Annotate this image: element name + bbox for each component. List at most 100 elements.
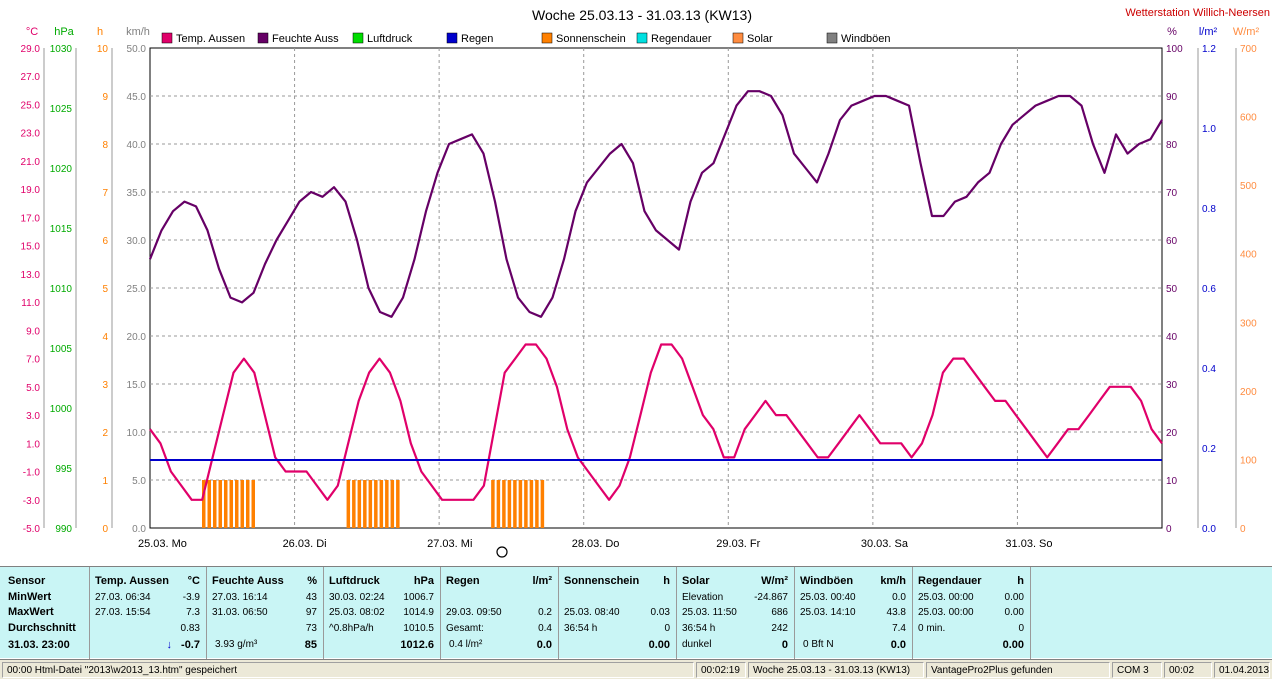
sunshine-bar (535, 480, 539, 528)
solar-cur-label: dunkel (682, 639, 712, 650)
sunshine-bar (218, 480, 222, 528)
tick-wind: 15.0 (127, 380, 147, 391)
solar-elev: -24.867 (754, 592, 788, 603)
solar-current: 0 (781, 639, 788, 651)
temp-unit: °C (187, 575, 200, 587)
wind-max-time: 25.03. 14:10 (800, 607, 856, 618)
tick-wind: 10.0 (127, 428, 147, 439)
tick-rain: 0.4 (1202, 364, 1216, 375)
sunshine-bar (240, 480, 244, 528)
status-saved: 00:00 Html-Datei "2013\w2013_13.htm" ges… (2, 662, 694, 678)
tick-temp: 1.0 (26, 439, 40, 450)
rainh-min: 0.00 (1004, 592, 1024, 603)
tick-solar: 700 (1240, 44, 1257, 55)
x-label: 28.03. Do (572, 538, 620, 550)
tick-press: 1025 (50, 104, 73, 115)
sunshine-bar (379, 480, 384, 528)
tick-wind: 5.0 (132, 476, 146, 487)
tick-press: 1020 (50, 164, 73, 175)
solar-avg: 242 (771, 623, 788, 634)
temp-current: -0.7 (181, 639, 200, 651)
tick-wind: 40.0 (127, 140, 147, 151)
x-label: 26.03. Di (283, 538, 327, 550)
tick-solar: 0 (1240, 524, 1246, 535)
axis-unit-rain: l/m² (1199, 26, 1218, 38)
sunshine-bar (396, 480, 400, 528)
axis-unit-press: hPa (54, 26, 74, 38)
solar-header: Solar (682, 575, 710, 587)
x-label: 29.03. Fr (716, 538, 760, 550)
legend-label-solar: Solar (747, 33, 773, 45)
sunshine-bar (524, 480, 528, 528)
legend-label-press: Luftdruck (367, 33, 413, 45)
sunshine-bar (368, 480, 373, 528)
tick-press: 990 (55, 524, 72, 535)
rainh-avg: 0 (1018, 623, 1024, 634)
legend-label-rainh: Regendauer (651, 33, 712, 45)
tick-hum: 40 (1166, 332, 1178, 343)
tick-temp: 29.0 (21, 44, 41, 55)
legend-swatch-hum (257, 32, 269, 44)
press-header: Luftdruck (329, 575, 380, 587)
wind-avg: 7.4 (892, 623, 906, 634)
wind-min: 0.0 (892, 592, 906, 603)
x-label: 31.03. So (1005, 538, 1052, 550)
sunshine-bar (518, 480, 523, 528)
sunshine-bar (246, 480, 250, 528)
tick-press: 995 (55, 464, 72, 475)
wind-current: 0.0 (890, 639, 906, 651)
tick-temp: 25.0 (21, 100, 41, 111)
tick-hum: 0 (1166, 524, 1172, 535)
tick-hours: 2 (102, 428, 108, 439)
sun-unit: h (663, 575, 670, 587)
solar-unit: W/m² (761, 575, 788, 587)
tick-press: 1000 (50, 404, 73, 415)
tick-wind: 35.0 (127, 188, 147, 199)
rainh-header: Regendauer (918, 575, 982, 587)
hum-header: Feuchte Auss (212, 575, 284, 587)
sunshine-bar (496, 480, 501, 528)
sunshine-bar (346, 480, 351, 528)
rain-header: Regen (446, 575, 480, 587)
tick-temp: 13.0 (21, 270, 41, 281)
chart-title: Woche 25.03.13 - 31.03.13 (KW13) (532, 7, 752, 23)
legend-label-sun: Sonnenschein (556, 33, 626, 45)
tick-temp: 5.0 (26, 383, 40, 394)
sun-current: 0.00 (648, 639, 670, 651)
hum-abs: 3.93 g/m³ (215, 639, 258, 650)
tick-temp: 19.0 (21, 185, 41, 196)
stats-table: Sensor MinWert MaxWert Durchschnitt 31.0… (0, 566, 1272, 659)
rain-current: 0.0 (536, 639, 552, 651)
press-avg: 1010.5 (403, 623, 434, 634)
press-max: 1014.9 (403, 607, 434, 618)
legend-label-hum: Feuchte Auss (272, 33, 339, 45)
tick-press: 1030 (50, 44, 73, 55)
solar-max: 686 (771, 607, 788, 618)
axis-unit-solar: W/m² (1233, 26, 1260, 38)
tick-solar: 100 (1240, 455, 1257, 466)
legend-swatch-solar (732, 32, 744, 44)
right-axes: %1009080706050403020100l/m²1.21.00.80.60… (1161, 26, 1260, 535)
tick-solar: 400 (1240, 250, 1257, 261)
wind-header: Windböen (800, 575, 854, 587)
hum-unit: % (307, 575, 317, 587)
tick-hours: 0 (102, 524, 108, 535)
sun-total-label: 36:54 h (564, 623, 598, 634)
axis-unit-hum: % (1167, 26, 1177, 38)
x-axis-labels: 25.03. Mo 26.03. Di 27.03. Mi 28.03. Do 29.0… (138, 538, 1053, 550)
tick-wind: 45.0 (127, 92, 147, 103)
legend-swatch-sun (541, 32, 553, 44)
axis-unit-temp: °C (26, 26, 38, 38)
sunshine-bar (207, 480, 211, 528)
col-wind: Windböen km/h 25.03. 00:40 0.0 25.03. 14:1… (795, 567, 913, 659)
status-week: Woche 25.03.13 - 31.03.13 (KW13) (748, 662, 924, 678)
tick-wind: 20.0 (127, 332, 147, 343)
tick-temp: 21.0 (21, 157, 41, 168)
status-time: 00:02:19 (696, 662, 746, 678)
tick-hum: 10 (1166, 476, 1178, 487)
tick-press: 1015 (50, 224, 73, 235)
series-lines (148, 90, 1163, 501)
tick-hours: 3 (102, 380, 108, 391)
tick-temp: 27.0 (21, 72, 41, 83)
